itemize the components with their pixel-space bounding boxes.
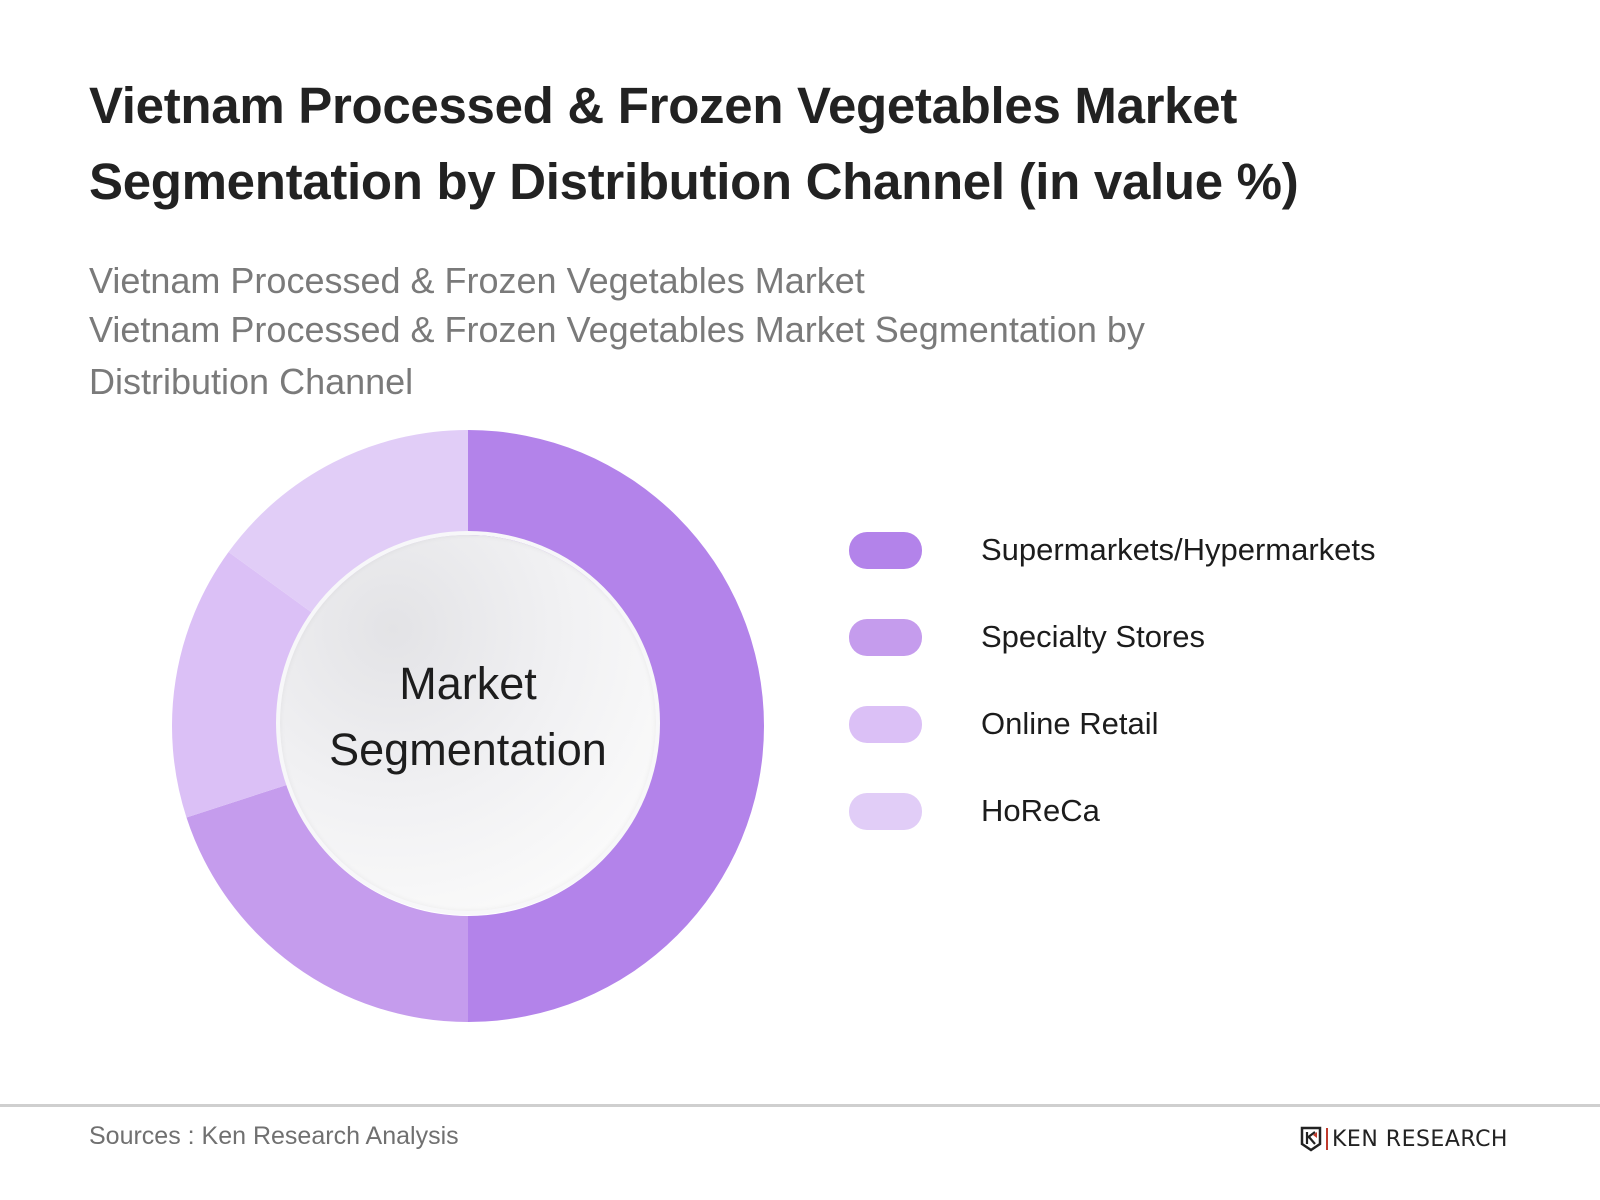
subtitle-line-3: Distribution Channel [89,361,414,402]
subtitle-line-1: Vietnam Processed & Frozen Vegetables Ma… [89,260,865,301]
legend-label: Supermarkets/Hypermarkets [981,532,1376,567]
donut-center-label: Market Segmentation [280,651,656,783]
legend-swatch [849,793,922,830]
donut-chart: Market Segmentation [170,428,766,1024]
legend-swatch [849,532,922,569]
legend-label: Specialty Stores [981,619,1205,654]
legend-label: Online Retail [981,706,1159,741]
donut-segment [228,430,468,615]
logo-separator [1326,1128,1328,1150]
chart-title: Vietnam Processed & Frozen Vegetables Ma… [89,68,1489,220]
donut-segment [171,552,315,818]
legend-label: HoReCa [981,793,1100,828]
ken-research-logo: KEN RESEARCH [1300,1124,1508,1154]
center-label-line-2: Segmentation [329,724,607,775]
donut-center: Market Segmentation [280,535,656,911]
footer-divider [0,1104,1600,1107]
donut-segment [468,430,764,1022]
donut-chart-svg [171,430,764,1022]
chart-subtitle: Vietnam Processed & Frozen Vegetables Ma… [89,256,1289,410]
logo-text: KEN RESEARCH [1332,1126,1508,1152]
chart-title-line-1: Vietnam Processed & Frozen Vegetables Ma… [89,77,1237,134]
legend-swatch [849,619,922,656]
ken-research-logo-icon [1300,1126,1322,1152]
chart-title-line-2: Segmentation by Distribution Channel (in… [89,153,1299,210]
source-note: Sources : Ken Research Analysis [89,1122,459,1150]
donut-segment [186,784,468,1022]
center-label-line-1: Market [399,658,537,709]
legend-swatch [849,706,922,743]
subtitle-line-2: Vietnam Processed & Frozen Vegetables Ma… [89,309,1145,350]
